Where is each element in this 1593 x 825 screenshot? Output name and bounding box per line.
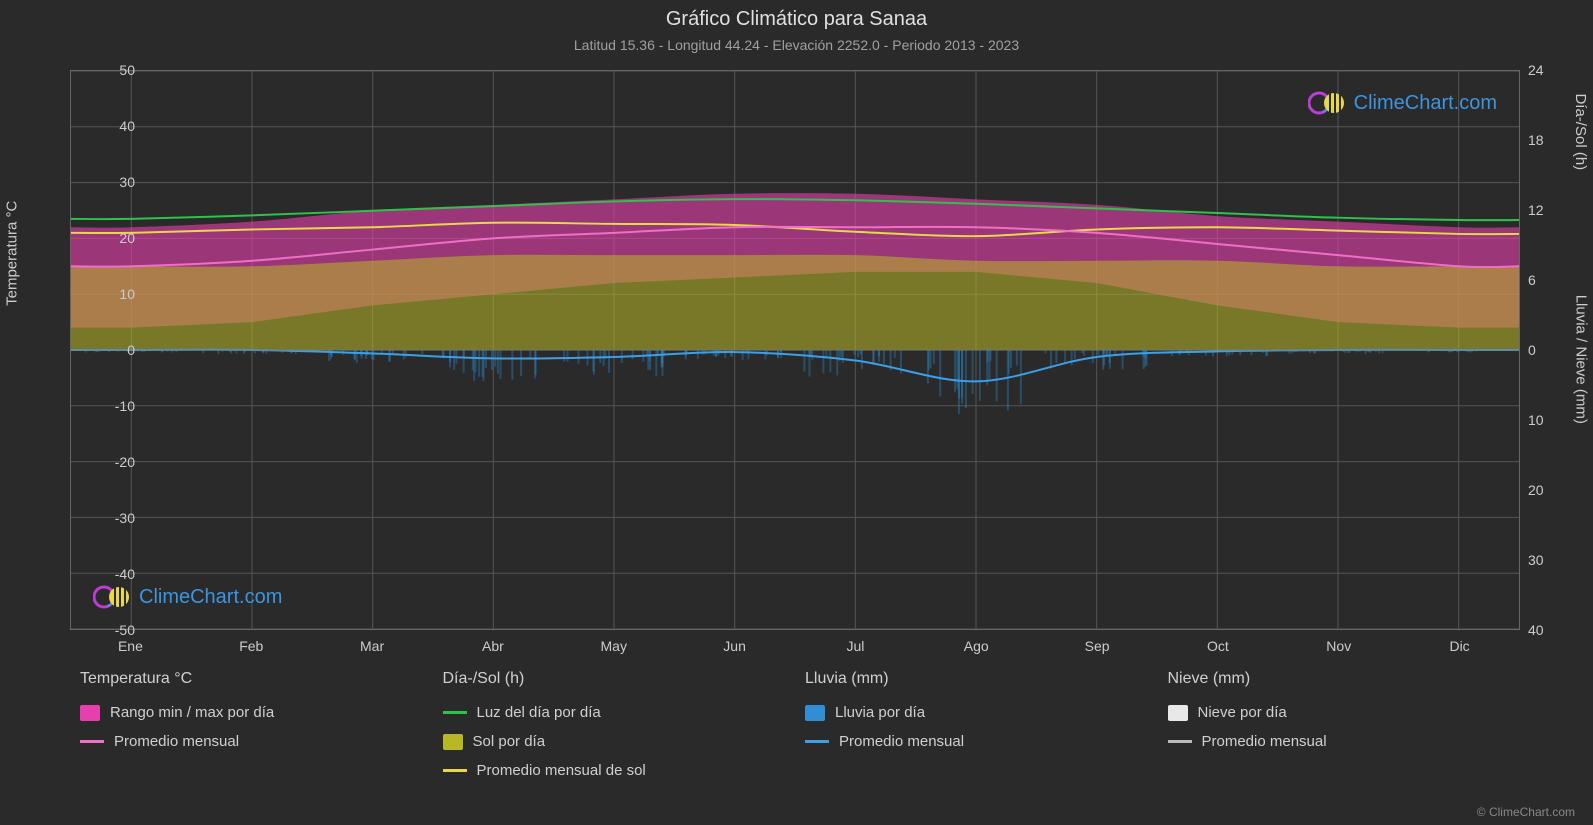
legend-label: Promedio mensual — [1202, 733, 1327, 750]
x-tick-label: Ago — [964, 638, 989, 654]
logo-icon — [1308, 89, 1348, 117]
climate-chart: Gráfico Climático para Sanaa Latitud 15.… — [0, 0, 1593, 825]
chart-subtitle: Latitud 15.36 - Longitud 44.24 - Elevaci… — [0, 31, 1593, 53]
legend-column: Nieve (mm) Nieve por día Promedio mensual — [1168, 670, 1531, 779]
x-tick-label: Sep — [1085, 638, 1110, 654]
y-left-tick-label: -30 — [95, 510, 135, 526]
y-right-top-tick-label: 18 — [1528, 132, 1544, 148]
x-tick-label: Abr — [482, 638, 504, 654]
legend-item: Promedio mensual — [805, 733, 1168, 750]
y-right-bottom-tick-label: 30 — [1528, 552, 1544, 568]
legend-swatch-icon — [805, 705, 825, 721]
watermark-text: ClimeChart.com — [139, 586, 282, 609]
legend-label: Rango min / max por día — [110, 704, 274, 721]
y-left-tick-label: 40 — [95, 118, 135, 134]
legend-header: Temperatura °C — [80, 670, 443, 688]
x-tick-label: Dic — [1449, 638, 1469, 654]
legend-swatch-icon — [443, 734, 463, 750]
legend-swatch-icon — [80, 705, 100, 721]
x-tick-label: Oct — [1207, 638, 1229, 654]
legend-label: Luz del día por día — [477, 704, 601, 721]
legend-line-icon — [805, 740, 829, 743]
y-left-tick-label: 0 — [95, 342, 135, 358]
legend-label: Sol por día — [473, 733, 546, 750]
copyright: © ClimeChart.com — [1477, 805, 1575, 819]
y-right-bottom-axis-title: Lluvia / Nieve (mm) — [1573, 295, 1590, 424]
legend-item: Rango min / max por día — [80, 704, 443, 721]
legend-header: Lluvia (mm) — [805, 670, 1168, 688]
watermark-top: ClimeChart.com — [1308, 89, 1497, 117]
y-left-tick-label: -50 — [95, 622, 135, 638]
legend-line-icon — [443, 711, 467, 714]
y-left-axis-title: Temperatura °C — [4, 201, 21, 306]
legend-label: Nieve por día — [1198, 704, 1287, 721]
legend-line-icon — [1168, 740, 1192, 743]
legend-label: Promedio mensual — [114, 733, 239, 750]
legend-label: Promedio mensual de sol — [477, 762, 646, 779]
chart-title: Gráfico Climático para Sanaa — [0, 0, 1593, 31]
legend-item: Promedio mensual de sol — [443, 762, 806, 779]
legend-item: Nieve por día — [1168, 704, 1531, 721]
x-tick-label: Jul — [846, 638, 864, 654]
y-left-tick-label: 10 — [95, 286, 135, 302]
y-right-bottom-tick-label: 10 — [1528, 412, 1544, 428]
legend-item: Sol por día — [443, 733, 806, 750]
x-tick-label: Nov — [1326, 638, 1351, 654]
legend-item: Promedio mensual — [80, 733, 443, 750]
y-left-tick-label: -20 — [95, 454, 135, 470]
y-left-tick-label: 30 — [95, 174, 135, 190]
x-tick-label: Mar — [360, 638, 384, 654]
x-tick-label: Feb — [239, 638, 263, 654]
y-right-bottom-tick-label: 20 — [1528, 482, 1544, 498]
y-right-top-axis-title: Día-/Sol (h) — [1573, 93, 1590, 170]
legend-column: Temperatura °C Rango min / max por día Pro… — [80, 670, 443, 779]
y-left-tick-label: -40 — [95, 566, 135, 582]
logo-icon — [93, 583, 133, 611]
y-right-top-tick-label: 0 — [1528, 342, 1536, 358]
watermark-text: ClimeChart.com — [1354, 92, 1497, 115]
legend-header: Día-/Sol (h) — [443, 670, 806, 688]
plot-area: ClimeChart.com ClimeChart.com — [70, 70, 1520, 630]
legend-item: Lluvia por día — [805, 704, 1168, 721]
y-right-top-tick-label: 6 — [1528, 272, 1536, 288]
plot-svg — [71, 71, 1519, 629]
rain-avg-line — [71, 350, 1519, 382]
legend-label: Promedio mensual — [839, 733, 964, 750]
watermark-bottom: ClimeChart.com — [93, 583, 282, 611]
x-tick-label: Ene — [118, 638, 143, 654]
legend-item: Promedio mensual — [1168, 733, 1531, 750]
legend-column: Lluvia (mm) Lluvia por día Promedio mensua… — [805, 670, 1168, 779]
legend-label: Lluvia por día — [835, 704, 925, 721]
y-right-bottom-tick-label: 40 — [1528, 622, 1544, 638]
y-left-tick-label: 20 — [95, 230, 135, 246]
y-left-tick-label: 50 — [95, 62, 135, 78]
y-right-top-tick-label: 12 — [1528, 202, 1544, 218]
legend-line-icon — [443, 769, 467, 772]
legend-column: Día-/Sol (h) Luz del día por día Sol por d… — [443, 670, 806, 779]
x-tick-label: Jun — [723, 638, 746, 654]
legend: Temperatura °C Rango min / max por día Pro… — [80, 670, 1530, 779]
y-right-top-tick-label: 24 — [1528, 62, 1544, 78]
legend-swatch-icon — [1168, 705, 1188, 721]
legend-line-icon — [80, 740, 104, 743]
y-left-tick-label: -10 — [95, 398, 135, 414]
x-tick-label: May — [601, 638, 627, 654]
legend-item: Luz del día por día — [443, 704, 806, 721]
legend-header: Nieve (mm) — [1168, 670, 1531, 688]
